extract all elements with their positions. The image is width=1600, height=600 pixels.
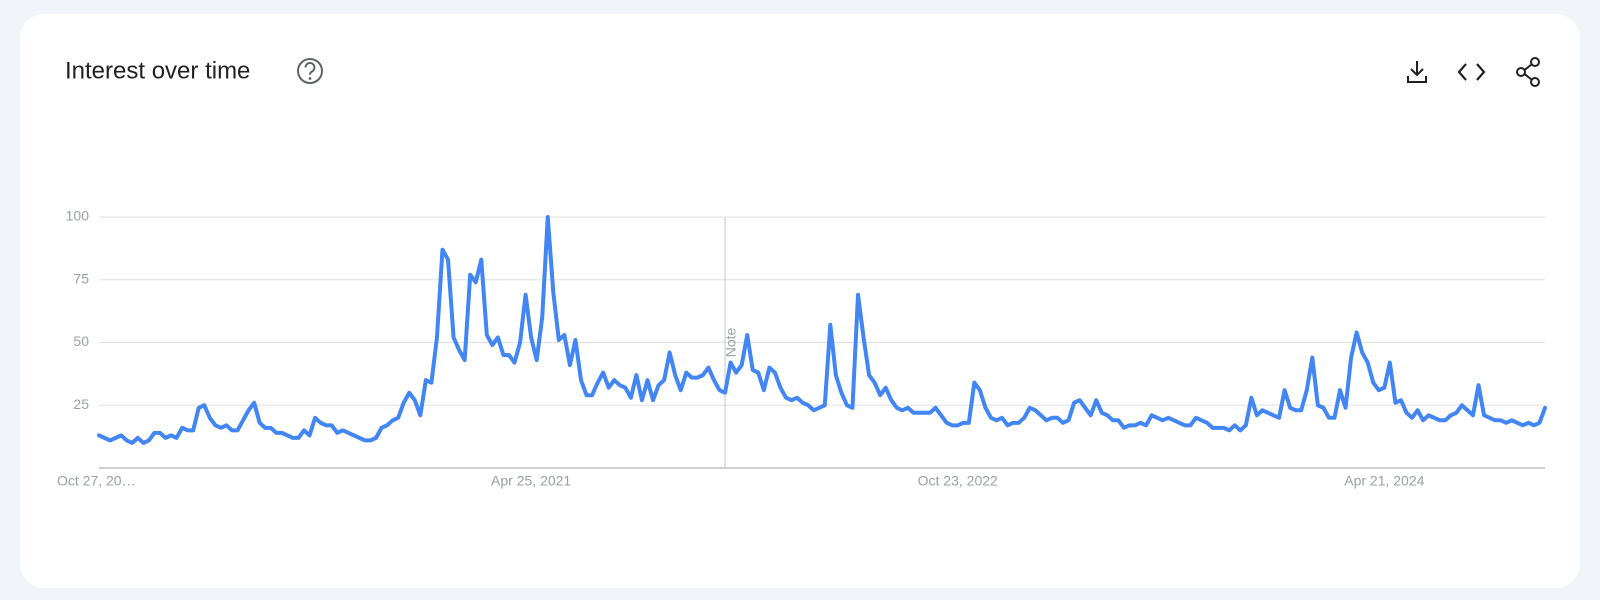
download-button[interactable]	[1407, 61, 1427, 83]
share-button[interactable]	[1516, 57, 1540, 87]
trend-line	[97, 215, 1547, 445]
y-tick-label: 50	[73, 333, 89, 349]
note-label: Note	[723, 328, 739, 358]
help-icon[interactable]	[297, 58, 323, 84]
x-tick-label: Oct 27, 20…	[57, 473, 136, 489]
embed-button[interactable]	[1457, 63, 1486, 81]
x-tick-label: Oct 23, 2022	[918, 473, 998, 489]
y-tick-label: 100	[66, 208, 90, 224]
y-tick-label: 75	[73, 270, 89, 286]
x-tick-label: Apr 25, 2021	[491, 473, 571, 489]
card	[20, 14, 1580, 588]
chart-title: Interest over time	[65, 57, 250, 84]
x-tick-label: Apr 21, 2024	[1344, 473, 1424, 489]
y-tick-label: 25	[73, 396, 89, 412]
